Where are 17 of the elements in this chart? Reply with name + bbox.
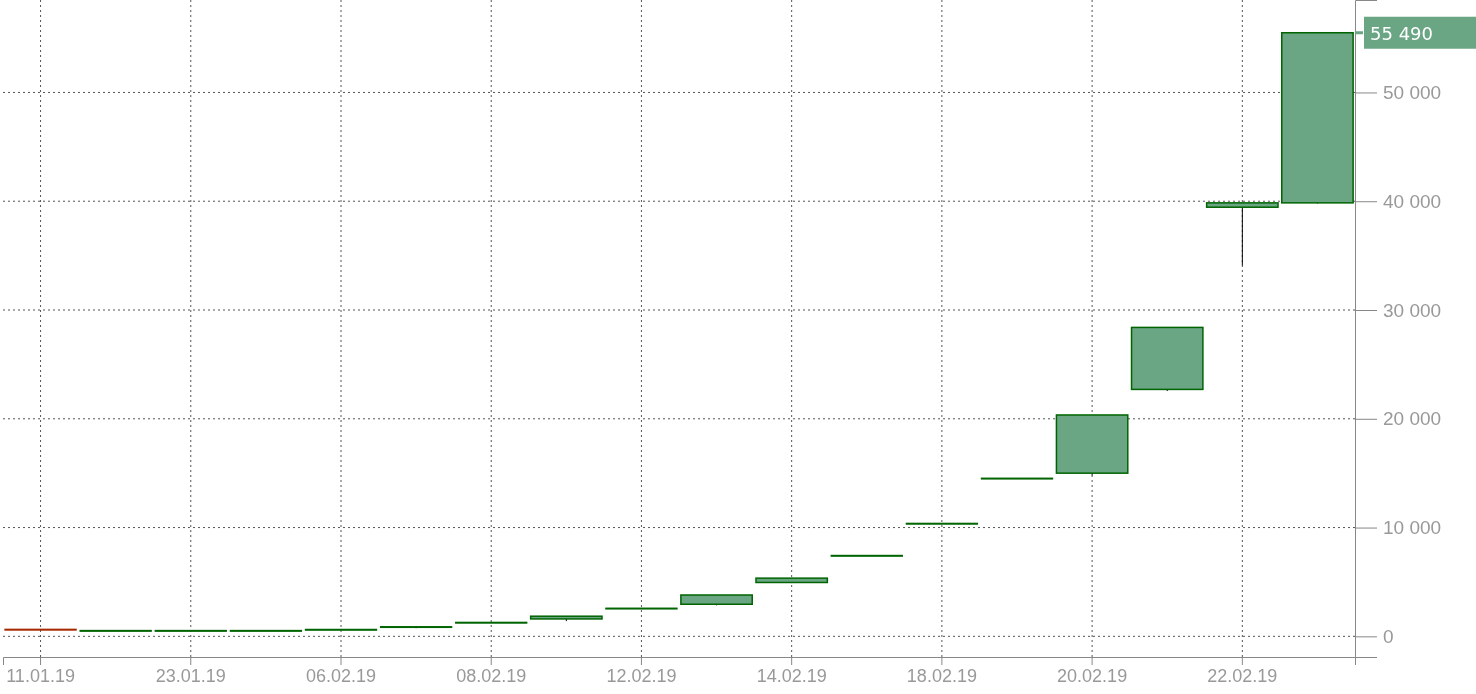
y-tick-label: 50 000: [1383, 82, 1442, 104]
x-tick-label: 20.02.19: [1057, 665, 1128, 686]
x-tick-label: 18.02.19: [906, 665, 977, 686]
x-tick-label: 08.02.19: [456, 665, 527, 686]
candlestick: [1205, 202, 1279, 266]
y-tick-label: 0: [1383, 625, 1394, 647]
text: 55 490: [1370, 22, 1433, 44]
x-tick-label: 11.01.19: [6, 665, 75, 686]
y-tick-label: 20 000: [1383, 408, 1442, 430]
y-tick-label: 10 000: [1383, 517, 1442, 539]
x-tick-label: 14.02.19: [756, 665, 827, 686]
y-tick-label: 40 000: [1383, 190, 1442, 212]
x-tick-label: 06.02.19: [305, 665, 377, 686]
x-tick-label: 22.02.19: [1207, 665, 1278, 686]
y-tick-label: 30 000: [1383, 299, 1442, 321]
x-tick-label: 12.02.19: [606, 665, 677, 686]
x-tick-label: 23.01.19: [155, 665, 226, 686]
